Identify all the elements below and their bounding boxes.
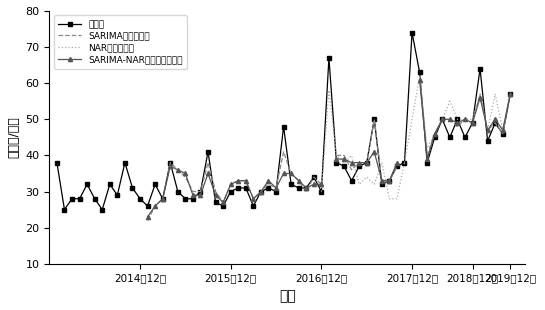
NAR模型预测值 — [401, 161, 408, 165]
SARIMA模型预测值 — [160, 197, 166, 201]
NAR模型预测值 — [326, 89, 332, 92]
SARIMA模型预测值 — [190, 190, 196, 193]
SARIMA模型预测值 — [243, 179, 249, 183]
SARIMA-NAR组合模型预测值 — [144, 215, 151, 219]
实际值 — [462, 135, 468, 139]
SARIMA-NAR组合模型预测值 — [227, 183, 234, 186]
Y-axis label: 交通量/万辆: 交通量/万辆 — [7, 117, 20, 158]
实际值 — [333, 161, 340, 165]
NAR模型预测值 — [371, 183, 378, 186]
SARIMA模型预测值 — [235, 179, 241, 183]
NAR模型预测值 — [364, 175, 370, 179]
SARIMA-NAR组合模型预测值 — [197, 193, 204, 197]
SARIMA模型预测值 — [220, 201, 226, 204]
SARIMA模型预测值 — [152, 204, 159, 208]
NAR模型预测值 — [386, 197, 392, 201]
Line: 实际值: 实际值 — [55, 30, 512, 212]
NAR模型预测值 — [356, 183, 362, 186]
SARIMA模型预测值 — [311, 175, 317, 179]
实际值 — [409, 31, 415, 34]
Line: SARIMA-NAR组合模型预测值: SARIMA-NAR组合模型预测值 — [146, 164, 324, 219]
NAR模型预测值 — [318, 190, 325, 193]
SARIMA-NAR组合模型预测值 — [182, 172, 189, 175]
SARIMA-NAR组合模型预测值 — [295, 179, 302, 183]
SARIMA-NAR组合模型预测值 — [288, 172, 294, 175]
SARIMA模型预测值 — [174, 168, 181, 172]
X-axis label: 时间: 时间 — [279, 289, 296, 303]
SARIMA-NAR组合模型预测值 — [280, 172, 287, 175]
Line: NAR模型预测值: NAR模型预测值 — [322, 91, 404, 199]
实际值 — [152, 183, 159, 186]
实际值 — [61, 208, 68, 211]
实际值 — [303, 186, 310, 190]
NAR模型预测值 — [341, 161, 347, 165]
SARIMA模型预测值 — [182, 175, 189, 179]
SARIMA-NAR组合模型预测值 — [152, 204, 159, 208]
SARIMA-NAR组合模型预测值 — [243, 179, 249, 183]
NAR模型预测值 — [348, 153, 355, 157]
SARIMA-NAR组合模型预测值 — [235, 179, 241, 183]
SARIMA模型预测值 — [303, 190, 310, 193]
SARIMA-NAR组合模型预测值 — [318, 183, 325, 186]
Legend: 实际值, SARIMA模型预测值, NAR模型预测值, SARIMA-NAR组合模型预测值: 实际值, SARIMA模型预测值, NAR模型预测值, SARIMA-NAR组合… — [54, 16, 187, 69]
SARIMA模型预测值 — [280, 150, 287, 154]
SARIMA模型预测值 — [295, 179, 302, 183]
SARIMA模型预测值 — [288, 172, 294, 175]
实际值 — [167, 161, 173, 165]
实际值 — [220, 204, 226, 208]
SARIMA模型预测值 — [265, 183, 272, 186]
实际值 — [53, 161, 60, 165]
NAR模型预测值 — [333, 153, 340, 157]
SARIMA-NAR组合模型预测值 — [311, 183, 317, 186]
SARIMA-NAR组合模型预测值 — [190, 193, 196, 197]
SARIMA模型预测值 — [205, 161, 211, 165]
SARIMA-NAR组合模型预测值 — [265, 179, 272, 183]
SARIMA模型预测值 — [197, 190, 204, 193]
SARIMA-NAR组合模型预测值 — [220, 201, 226, 204]
SARIMA-NAR组合模型预测值 — [174, 168, 181, 172]
Line: SARIMA模型预测值: SARIMA模型预测值 — [148, 152, 322, 220]
SARIMA-NAR组合模型预测值 — [160, 197, 166, 201]
NAR模型预测值 — [393, 197, 400, 201]
实际值 — [507, 92, 513, 96]
NAR模型预测值 — [379, 161, 385, 165]
SARIMA-NAR组合模型预测值 — [258, 190, 264, 193]
SARIMA模型预测值 — [227, 183, 234, 186]
SARIMA-NAR组合模型预测值 — [213, 193, 219, 197]
SARIMA模型预测值 — [144, 219, 151, 222]
SARIMA模型预测值 — [167, 161, 173, 165]
SARIMA-NAR组合模型预测值 — [272, 186, 279, 190]
SARIMA-NAR组合模型预测值 — [250, 197, 257, 201]
SARIMA模型预测值 — [213, 190, 219, 193]
SARIMA-NAR组合模型预测值 — [205, 172, 211, 175]
SARIMA-NAR组合模型预测值 — [303, 186, 310, 190]
SARIMA-NAR组合模型预测值 — [167, 164, 173, 168]
SARIMA模型预测值 — [272, 186, 279, 190]
SARIMA模型预测值 — [258, 190, 264, 193]
SARIMA模型预测值 — [318, 183, 325, 186]
SARIMA模型预测值 — [250, 197, 257, 201]
